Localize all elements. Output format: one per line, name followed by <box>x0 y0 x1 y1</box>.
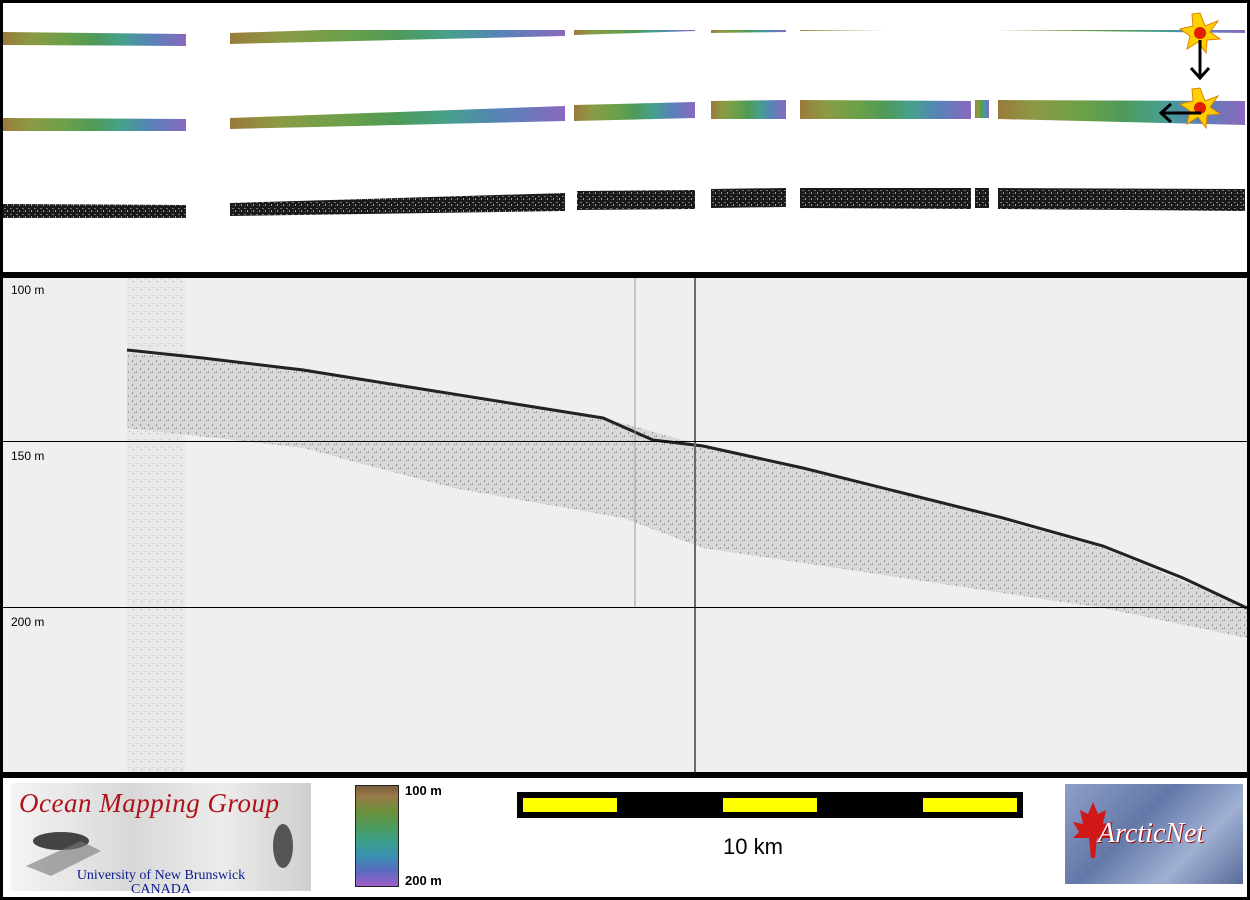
depth-gridline-150 <box>3 441 1247 442</box>
swath-row-2-graphic <box>3 100 1245 131</box>
navigation-markers <box>1158 12 1222 130</box>
backscatter-swath-row <box>3 183 1245 223</box>
depth-label-150: 150 m <box>11 449 45 463</box>
depth-colorbar <box>355 785 399 887</box>
legend-panel: Ocean Mapping Group University of New Br… <box>3 778 1247 897</box>
left-arrow-icon <box>1158 102 1201 124</box>
down-arrow-icon <box>1189 40 1211 81</box>
arcticnet-text: ArcticNet <box>1098 818 1205 849</box>
ocean-mapping-group-logo: Ocean Mapping Group University of New Br… <box>11 783 311 897</box>
sun-marker-icon <box>1178 12 1222 55</box>
sonar-vessel-icon <box>26 824 293 876</box>
depth-label-200: 200 m <box>11 615 45 629</box>
subbottom-profile: 100 m 150 m 200 m <box>3 278 1247 772</box>
depth-gridline-200 <box>3 607 1247 608</box>
country-name: CANADA <box>131 882 191 897</box>
backscatter-graphic <box>3 188 1245 218</box>
sun-marker-icon <box>1178 87 1222 130</box>
scale-segment <box>923 798 1017 812</box>
arcticnet-logo <box>1065 784 1243 884</box>
depth-label-100: 100 m <box>11 283 45 297</box>
scale-label: 10 km <box>723 834 783 859</box>
scale-bar <box>517 792 1023 818</box>
swath-row-1-graphic <box>3 12 1245 46</box>
omg-title: Ocean Mapping Group <box>19 788 280 818</box>
maple-leaf-icon <box>1073 802 1113 858</box>
university-name: University of New Brunswick <box>76 868 246 883</box>
scale-segment <box>723 798 817 812</box>
bathymetry-swath-row-2 <box>3 99 1245 139</box>
colorbar-top-label: 100 m <box>405 783 442 798</box>
bathymetry-swath-row-1 <box>3 12 1245 50</box>
scale-segment <box>523 798 617 812</box>
profile-echogram <box>126 278 1247 772</box>
swath-plan-view <box>3 3 1247 272</box>
colorbar-bottom-label: 200 m <box>405 873 442 888</box>
